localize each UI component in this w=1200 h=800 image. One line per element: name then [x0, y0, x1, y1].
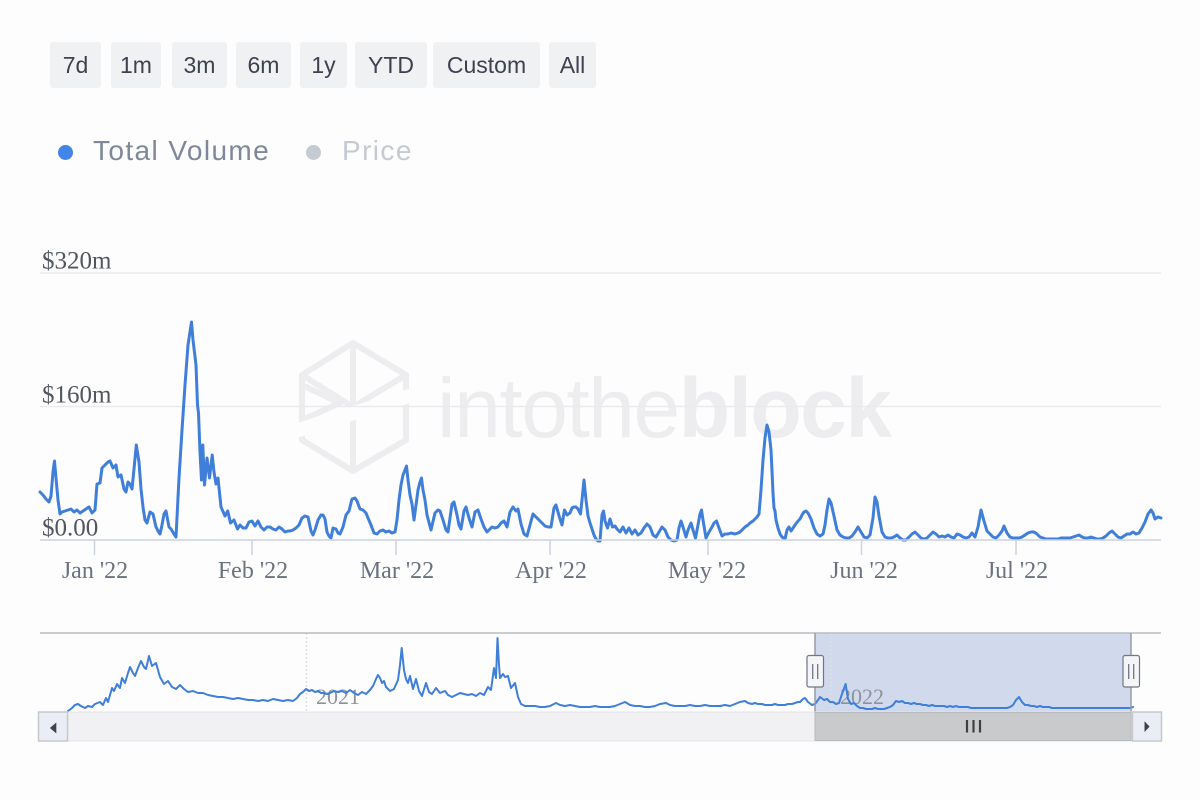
svg-text:Apr '22: Apr '22: [515, 558, 587, 584]
svg-text:May '22: May '22: [668, 558, 746, 584]
svg-text:Jul '22: Jul '22: [986, 558, 1048, 584]
svg-text:$320m: $320m: [42, 248, 112, 275]
svg-text:$160m: $160m: [42, 382, 112, 409]
svg-text:Feb '22: Feb '22: [218, 558, 288, 584]
svg-text:Mar '22: Mar '22: [360, 558, 434, 584]
svg-text:$0.00: $0.00: [42, 515, 98, 542]
svg-text:Jun '22: Jun '22: [830, 558, 898, 584]
svg-text:intotheblock: intotheblock: [437, 361, 892, 455]
svg-text:2021: 2021: [316, 684, 360, 709]
svg-text:Jan '22: Jan '22: [62, 558, 128, 584]
